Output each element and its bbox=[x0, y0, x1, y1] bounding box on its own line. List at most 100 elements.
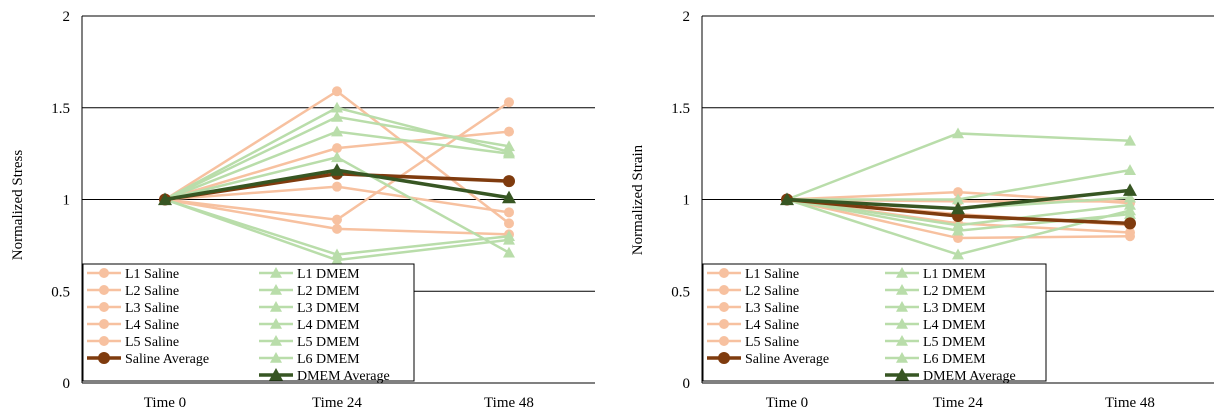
legend-swatch-marker bbox=[270, 335, 282, 346]
data-point bbox=[1124, 164, 1136, 175]
legend-swatch-marker bbox=[99, 319, 109, 329]
x-tick-label: Time 48 bbox=[484, 395, 534, 411]
series-dmem-average bbox=[158, 163, 516, 206]
y-axis-label: Normalized Stress bbox=[10, 150, 26, 261]
data-point bbox=[952, 224, 964, 236]
legend-item: L5 DMEM bbox=[885, 335, 986, 350]
legend-swatch-marker bbox=[896, 267, 908, 278]
data-point bbox=[331, 254, 343, 265]
legend-swatch-marker bbox=[99, 268, 109, 278]
data-point bbox=[1124, 134, 1136, 146]
legend-item: L1 Saline bbox=[87, 267, 179, 282]
legend-item: L4 DMEM bbox=[259, 318, 360, 333]
legend-box bbox=[702, 263, 1047, 382]
legend-item: DMEM Average bbox=[885, 368, 1016, 384]
legend-label: L4 Saline bbox=[125, 318, 179, 333]
legend-swatch-marker bbox=[99, 336, 109, 346]
data-point bbox=[503, 147, 515, 159]
data-point bbox=[158, 192, 172, 206]
y-tick-label: 1.5 bbox=[671, 101, 690, 117]
legend-item: L1 DMEM bbox=[885, 267, 986, 282]
legend-item: L2 DMEM bbox=[885, 284, 986, 299]
legend-label: L2 Saline bbox=[745, 284, 799, 299]
legend-swatch-marker bbox=[719, 336, 729, 346]
legend-item: L5 Saline bbox=[707, 335, 799, 350]
data-point bbox=[331, 101, 343, 113]
data-point bbox=[332, 214, 342, 225]
data-point bbox=[503, 233, 515, 245]
legend-item: L3 DMEM bbox=[885, 301, 986, 316]
x-tick-label: Time 24 bbox=[933, 395, 983, 411]
legend-label: L1 DMEM bbox=[297, 267, 360, 282]
legend-label: Saline Average bbox=[125, 352, 209, 367]
legend-label: L3 Saline bbox=[125, 301, 179, 316]
y-tick-label: 2 bbox=[683, 9, 691, 25]
legend-item: Saline Average bbox=[87, 352, 209, 367]
legend-swatch-marker bbox=[896, 352, 908, 363]
y-tick-label: 0.5 bbox=[51, 284, 70, 300]
legend-label: L6 DMEM bbox=[297, 352, 360, 367]
legend-label: L5 Saline bbox=[745, 335, 799, 350]
legend-item: L2 Saline bbox=[707, 284, 799, 299]
legend-swatch-marker bbox=[895, 368, 909, 381]
legend-label: L2 DMEM bbox=[297, 284, 360, 299]
series-l2-dmem bbox=[781, 164, 1136, 205]
y-tick-label: 2 bbox=[63, 9, 71, 25]
data-point bbox=[952, 127, 964, 139]
legend-item: L2 DMEM bbox=[259, 284, 360, 299]
legend-item: L5 DMEM bbox=[259, 335, 360, 350]
strain-chart: 0 0.5 1 1.5 2 Time 0 Time 24 Time 48 Normalized … bbox=[630, 9, 1214, 411]
legend: L1 Saline L2 Saline L3 Saline L4 Saline L5 S… bbox=[702, 263, 1047, 384]
x-tick-label: Time 0 bbox=[144, 395, 186, 411]
data-point bbox=[1124, 204, 1136, 216]
legend-item: L3 Saline bbox=[707, 301, 799, 316]
data-point bbox=[330, 163, 344, 176]
x-tick-label: Time 0 bbox=[766, 395, 808, 411]
legend-label: L4 DMEM bbox=[297, 318, 360, 333]
data-point bbox=[504, 207, 514, 218]
data-point bbox=[332, 223, 342, 234]
legend-item: DMEM Average bbox=[259, 368, 390, 384]
y-tick-label: 0 bbox=[63, 376, 71, 392]
legend-item: L6 DMEM bbox=[885, 352, 986, 367]
x-tick-label: Time 24 bbox=[312, 395, 362, 411]
y-tick-label: 1 bbox=[683, 193, 691, 209]
data-point bbox=[331, 125, 343, 137]
legend-item: L6 DMEM bbox=[259, 352, 360, 367]
legend-label: DMEM Average bbox=[297, 369, 390, 384]
legend-label: DMEM Average bbox=[923, 369, 1016, 384]
legend-label: L1 Saline bbox=[745, 267, 799, 282]
legend-item: L4 Saline bbox=[87, 318, 179, 333]
legend-label: Saline Average bbox=[745, 352, 829, 367]
legend-swatch-marker bbox=[719, 319, 729, 329]
data-point bbox=[504, 97, 514, 108]
data-point bbox=[503, 140, 515, 152]
data-point bbox=[780, 192, 794, 206]
data-point bbox=[953, 233, 963, 244]
legend-item: L3 DMEM bbox=[259, 301, 360, 316]
data-point bbox=[332, 181, 342, 192]
data-point bbox=[1124, 199, 1136, 210]
legend: L1 Saline L2 Saline L3 Saline L4 Saline L5 S… bbox=[82, 263, 415, 384]
data-point bbox=[953, 187, 963, 198]
legend-item: L1 Saline bbox=[707, 267, 799, 282]
data-point bbox=[1124, 217, 1136, 230]
data-point bbox=[332, 143, 342, 154]
legend-swatch-marker bbox=[719, 302, 729, 312]
legend-label: L4 DMEM bbox=[923, 318, 986, 333]
legend-item: L4 Saline bbox=[707, 318, 799, 333]
data-point bbox=[331, 248, 343, 260]
legend-item: L1 DMEM bbox=[259, 267, 360, 282]
data-point bbox=[1124, 191, 1136, 203]
legend-label: L4 Saline bbox=[745, 318, 799, 333]
data-point bbox=[503, 175, 515, 188]
data-point bbox=[503, 246, 515, 258]
data-point bbox=[332, 86, 342, 97]
legend-swatch-marker bbox=[719, 285, 729, 295]
data-point bbox=[504, 218, 514, 229]
data-point bbox=[504, 126, 514, 137]
data-point bbox=[502, 190, 516, 204]
x-tick-label: Time 48 bbox=[1105, 395, 1155, 411]
data-point bbox=[331, 110, 343, 122]
